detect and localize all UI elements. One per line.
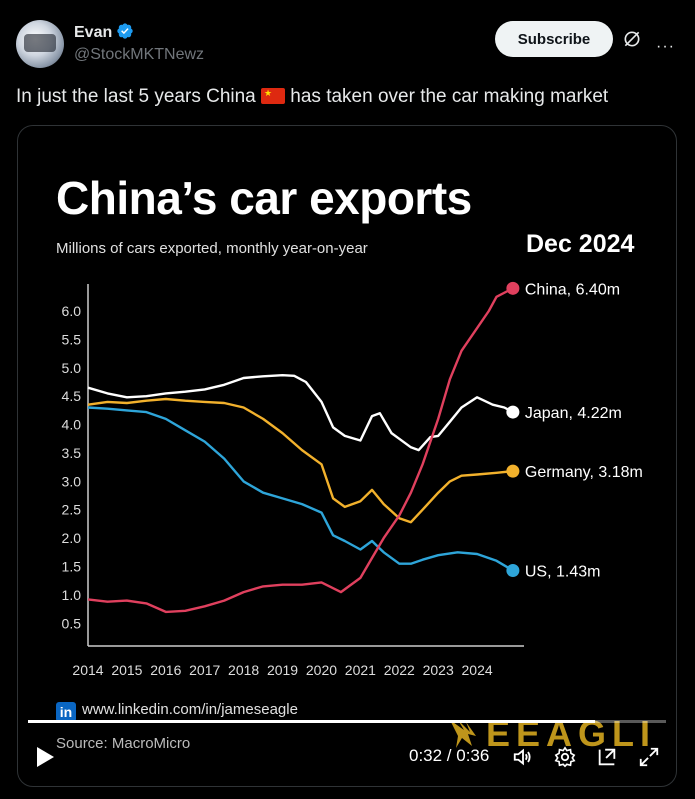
subscribe-button[interactable]: Subscribe [495, 21, 613, 57]
avatar[interactable] [16, 20, 64, 68]
series-line-germany [87, 397, 514, 524]
chart-date: Dec 2024 [526, 230, 635, 258]
y-tick-label: 5.0 [62, 360, 82, 376]
popout-icon[interactable] [596, 746, 618, 768]
author-name-text[interactable]: Evan [74, 24, 113, 41]
x-tick-label: 2014 [72, 662, 103, 678]
series-end-marker-us [506, 563, 520, 577]
x-tick-label: 2021 [345, 662, 376, 678]
series-end-label-us: US, 1.43m [525, 563, 601, 580]
x-tick-label: 2016 [150, 662, 181, 678]
play-icon[interactable] [34, 745, 56, 769]
fullscreen-icon[interactable] [638, 746, 660, 768]
post-header: Evan @StockMKTNewz Subscribe ··· [16, 14, 679, 70]
grok-icon[interactable] [622, 29, 642, 49]
y-tick-label: 6.0 [62, 303, 82, 319]
series-end-marker-germany [506, 464, 520, 478]
series-end-marker-china [506, 281, 520, 295]
chart-subtitle: Millions of cars exported, monthly year-… [56, 240, 368, 257]
y-tick-label: 2.5 [62, 502, 82, 518]
linkedin-icon: in [56, 702, 76, 722]
video-progress-fill [28, 720, 596, 723]
y-tick-label: 3.5 [62, 445, 82, 461]
series-line-china [87, 287, 514, 614]
x-tick-label: 2019 [267, 662, 298, 678]
series-end-label-germany: Germany, 3.18m [525, 464, 643, 481]
post-text-part1: In just the last 5 years China [16, 86, 262, 107]
x-tick-label: 2015 [111, 662, 142, 678]
watermark-text: EEAGLI [486, 713, 657, 754]
verified-badge-icon [117, 23, 133, 39]
series-line-japan [87, 374, 514, 452]
x-tick-label: 2017 [189, 662, 220, 678]
china-flag-icon: ★ [261, 88, 286, 104]
volume-icon[interactable] [512, 746, 534, 768]
author-handle[interactable]: @StockMKTNewz [74, 46, 205, 63]
y-tick-label: 2.0 [62, 530, 82, 546]
x-tick-label: 2020 [306, 662, 337, 678]
y-tick-label: 0.5 [62, 615, 82, 631]
y-tick-label: 1.5 [62, 559, 82, 575]
series-end-marker-japan [506, 405, 520, 419]
author-name[interactable]: Evan [74, 22, 134, 42]
video-time: 0:32 / 0:36 [409, 746, 490, 765]
more-icon[interactable]: ··· [656, 38, 675, 55]
y-tick-label: 3.0 [62, 473, 82, 489]
eagle-logo-icon [450, 720, 476, 748]
x-tick-label: 2018 [228, 662, 259, 678]
video-player[interactable]: China’s car exports Millions of cars exp… [17, 125, 677, 787]
x-tick-label: 2024 [462, 662, 493, 678]
x-tick-label: 2022 [384, 662, 415, 678]
settings-gear-icon[interactable] [554, 746, 576, 768]
linkedin-credit: in www.linkedin.com/in/jameseagle [56, 701, 298, 722]
watermark: EEAGLI [448, 713, 656, 755]
y-tick-label: 1.0 [62, 587, 82, 603]
series-end-label-japan: Japan, 4.22m [525, 405, 622, 422]
post-text-part2: has taken over the car making market [285, 86, 609, 107]
x-tick-label: 2023 [423, 662, 454, 678]
line-chart: 0.5 1.0 1.5 2.0 2.5 3.0 3.5 4.0 4.5 5.0 5.5 6.0 2014… [62, 281, 643, 678]
video-progress-bar[interactable] [28, 720, 666, 723]
y-tick-label: 4.5 [62, 388, 82, 404]
chart-title: China’s car exports [56, 172, 472, 224]
chart-source: Source: MacroMicro [56, 735, 191, 752]
linkedin-url: www.linkedin.com/in/jameseagle [82, 701, 298, 718]
post-text: In just the last 5 years China ★ has tak… [16, 86, 608, 108]
y-tick-label: 5.5 [62, 331, 82, 347]
series-end-label-china: China, 6.40m [525, 281, 620, 298]
y-tick-label: 4.0 [62, 417, 82, 433]
series-line-us [87, 406, 514, 572]
